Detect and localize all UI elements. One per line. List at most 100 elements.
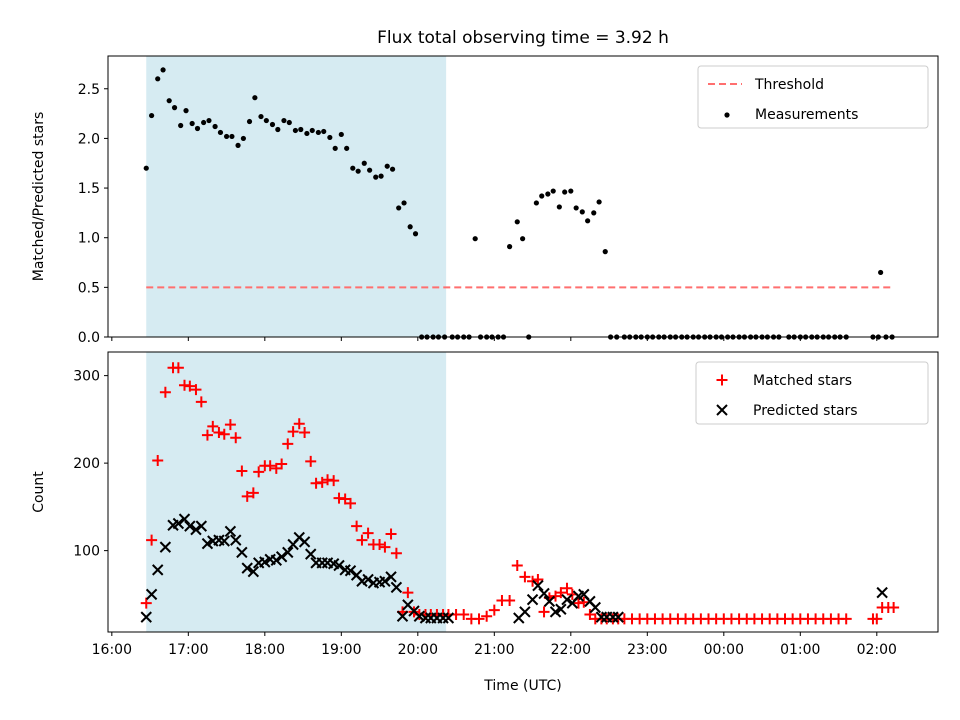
measurement-point — [160, 67, 166, 73]
matched-star-point — [184, 380, 196, 392]
measurement-point — [878, 269, 884, 276]
measurement-point — [327, 134, 333, 141]
measurement-point — [355, 168, 361, 174]
predicted-star-point — [140, 611, 152, 623]
predicted-star-point — [379, 575, 391, 587]
measurement-point — [585, 218, 591, 224]
predicted-star-point — [561, 593, 573, 606]
matched-star-point — [236, 465, 248, 477]
predicted-star-point — [344, 565, 357, 577]
predicted-star-point — [184, 520, 196, 532]
legend-matched-swatch — [716, 374, 728, 386]
measurement-point — [596, 199, 602, 205]
measurement-point — [472, 236, 478, 242]
measurement-point — [194, 125, 201, 132]
predicted-star-point — [612, 611, 624, 623]
measurement-point — [212, 123, 218, 130]
matched-star-point — [207, 420, 219, 432]
predicted-star-point — [275, 551, 288, 563]
measurement-point — [143, 165, 149, 171]
x-axis-ticks — [111, 337, 878, 341]
measurement-point — [298, 126, 304, 133]
matched-star-point — [287, 426, 299, 438]
predicted-star-point — [526, 593, 539, 606]
matched-star-point — [488, 604, 500, 616]
predicted-star-point — [178, 513, 191, 525]
predicted-star-point — [270, 554, 283, 566]
matched-star-point — [379, 541, 391, 553]
x-tick-label: 02:00 — [857, 642, 897, 658]
predicted-star-point — [543, 595, 556, 608]
y-tick-label: 100 — [73, 544, 100, 560]
predicted-star-point — [555, 603, 567, 615]
predicted-star-point — [145, 588, 158, 601]
measurement-point — [573, 205, 579, 211]
predicted-star-point — [589, 601, 601, 614]
matched-star-point — [561, 582, 573, 594]
matched-star-point — [224, 419, 236, 431]
measurement-point — [235, 142, 241, 148]
measurement-point — [171, 105, 178, 111]
measurement-point — [545, 191, 551, 197]
measurement-point — [396, 205, 402, 211]
measurement-point — [407, 224, 413, 230]
measurement-point — [367, 167, 373, 173]
measurement-point — [229, 133, 235, 140]
y-tick-label: 0.0 — [78, 330, 100, 346]
measurement-point — [568, 188, 574, 194]
predicted-star-point — [172, 517, 185, 530]
predicted-star-point — [230, 534, 242, 546]
matched-star-point — [190, 384, 202, 396]
bottom-panel: 100 200 300 16:00 17:00 18:00 19:00 20:00 21:00… — [31, 351, 939, 694]
predicted-star-point — [236, 546, 248, 559]
x-tick-label: 19:00 — [321, 642, 361, 658]
measurement-point — [206, 117, 212, 124]
measurement-point — [321, 128, 327, 135]
matched-star-point — [218, 428, 230, 440]
y-axis-label: Matched/Predicted stars — [31, 112, 47, 282]
matched-star-point — [172, 362, 184, 374]
matched-star-point — [305, 455, 317, 467]
measurement-point — [401, 200, 407, 206]
matched-star-point — [840, 613, 852, 625]
x-axis-label: Time (UTC) — [483, 678, 561, 694]
legend: Threshold Measurements — [697, 65, 929, 129]
predicted-star-point — [333, 559, 345, 572]
predicted-star-point — [519, 606, 531, 618]
measurement-point — [309, 127, 315, 134]
matched-star-point — [519, 571, 531, 583]
y-tick-label: 2.5 — [78, 82, 100, 98]
predicted-star-point — [247, 565, 260, 578]
measurement-point — [281, 117, 287, 124]
matched-star-point — [532, 574, 544, 585]
matched-star-point — [230, 432, 242, 444]
legend-box — [695, 361, 929, 425]
matched-star-point — [555, 587, 567, 599]
matched-star-point — [344, 497, 356, 509]
measurement-point — [412, 231, 419, 237]
matched-star-point — [152, 455, 164, 466]
legend-measurement-swatch — [724, 112, 730, 118]
y-axis-label: Count — [31, 471, 47, 513]
predicted-star-point — [152, 564, 164, 576]
predicted-star-point — [224, 525, 237, 538]
y-tick-label: 300 — [73, 369, 100, 385]
matched-star-point — [511, 560, 523, 571]
legend-predicted-swatch — [716, 404, 728, 416]
measurement-point — [556, 204, 562, 210]
x-tick-label: 16:00 — [92, 642, 132, 658]
matched-star-point — [504, 595, 516, 606]
observing-window-band — [146, 352, 447, 632]
predicted-star-point — [282, 546, 294, 559]
measurement-point — [361, 160, 367, 166]
chart-title: Flux total observing time = 3.92 h — [377, 28, 669, 48]
legend-label: Matched stars — [753, 373, 852, 389]
matched-star-point — [253, 466, 265, 478]
measurement-point — [533, 200, 539, 206]
measurement-point — [378, 173, 384, 179]
legend-label: Threshold — [754, 77, 824, 93]
matched-star-point — [195, 396, 207, 408]
measurement-point — [389, 166, 396, 172]
x-tick-label: 20:00 — [398, 642, 438, 658]
plot-frame — [107, 55, 939, 338]
